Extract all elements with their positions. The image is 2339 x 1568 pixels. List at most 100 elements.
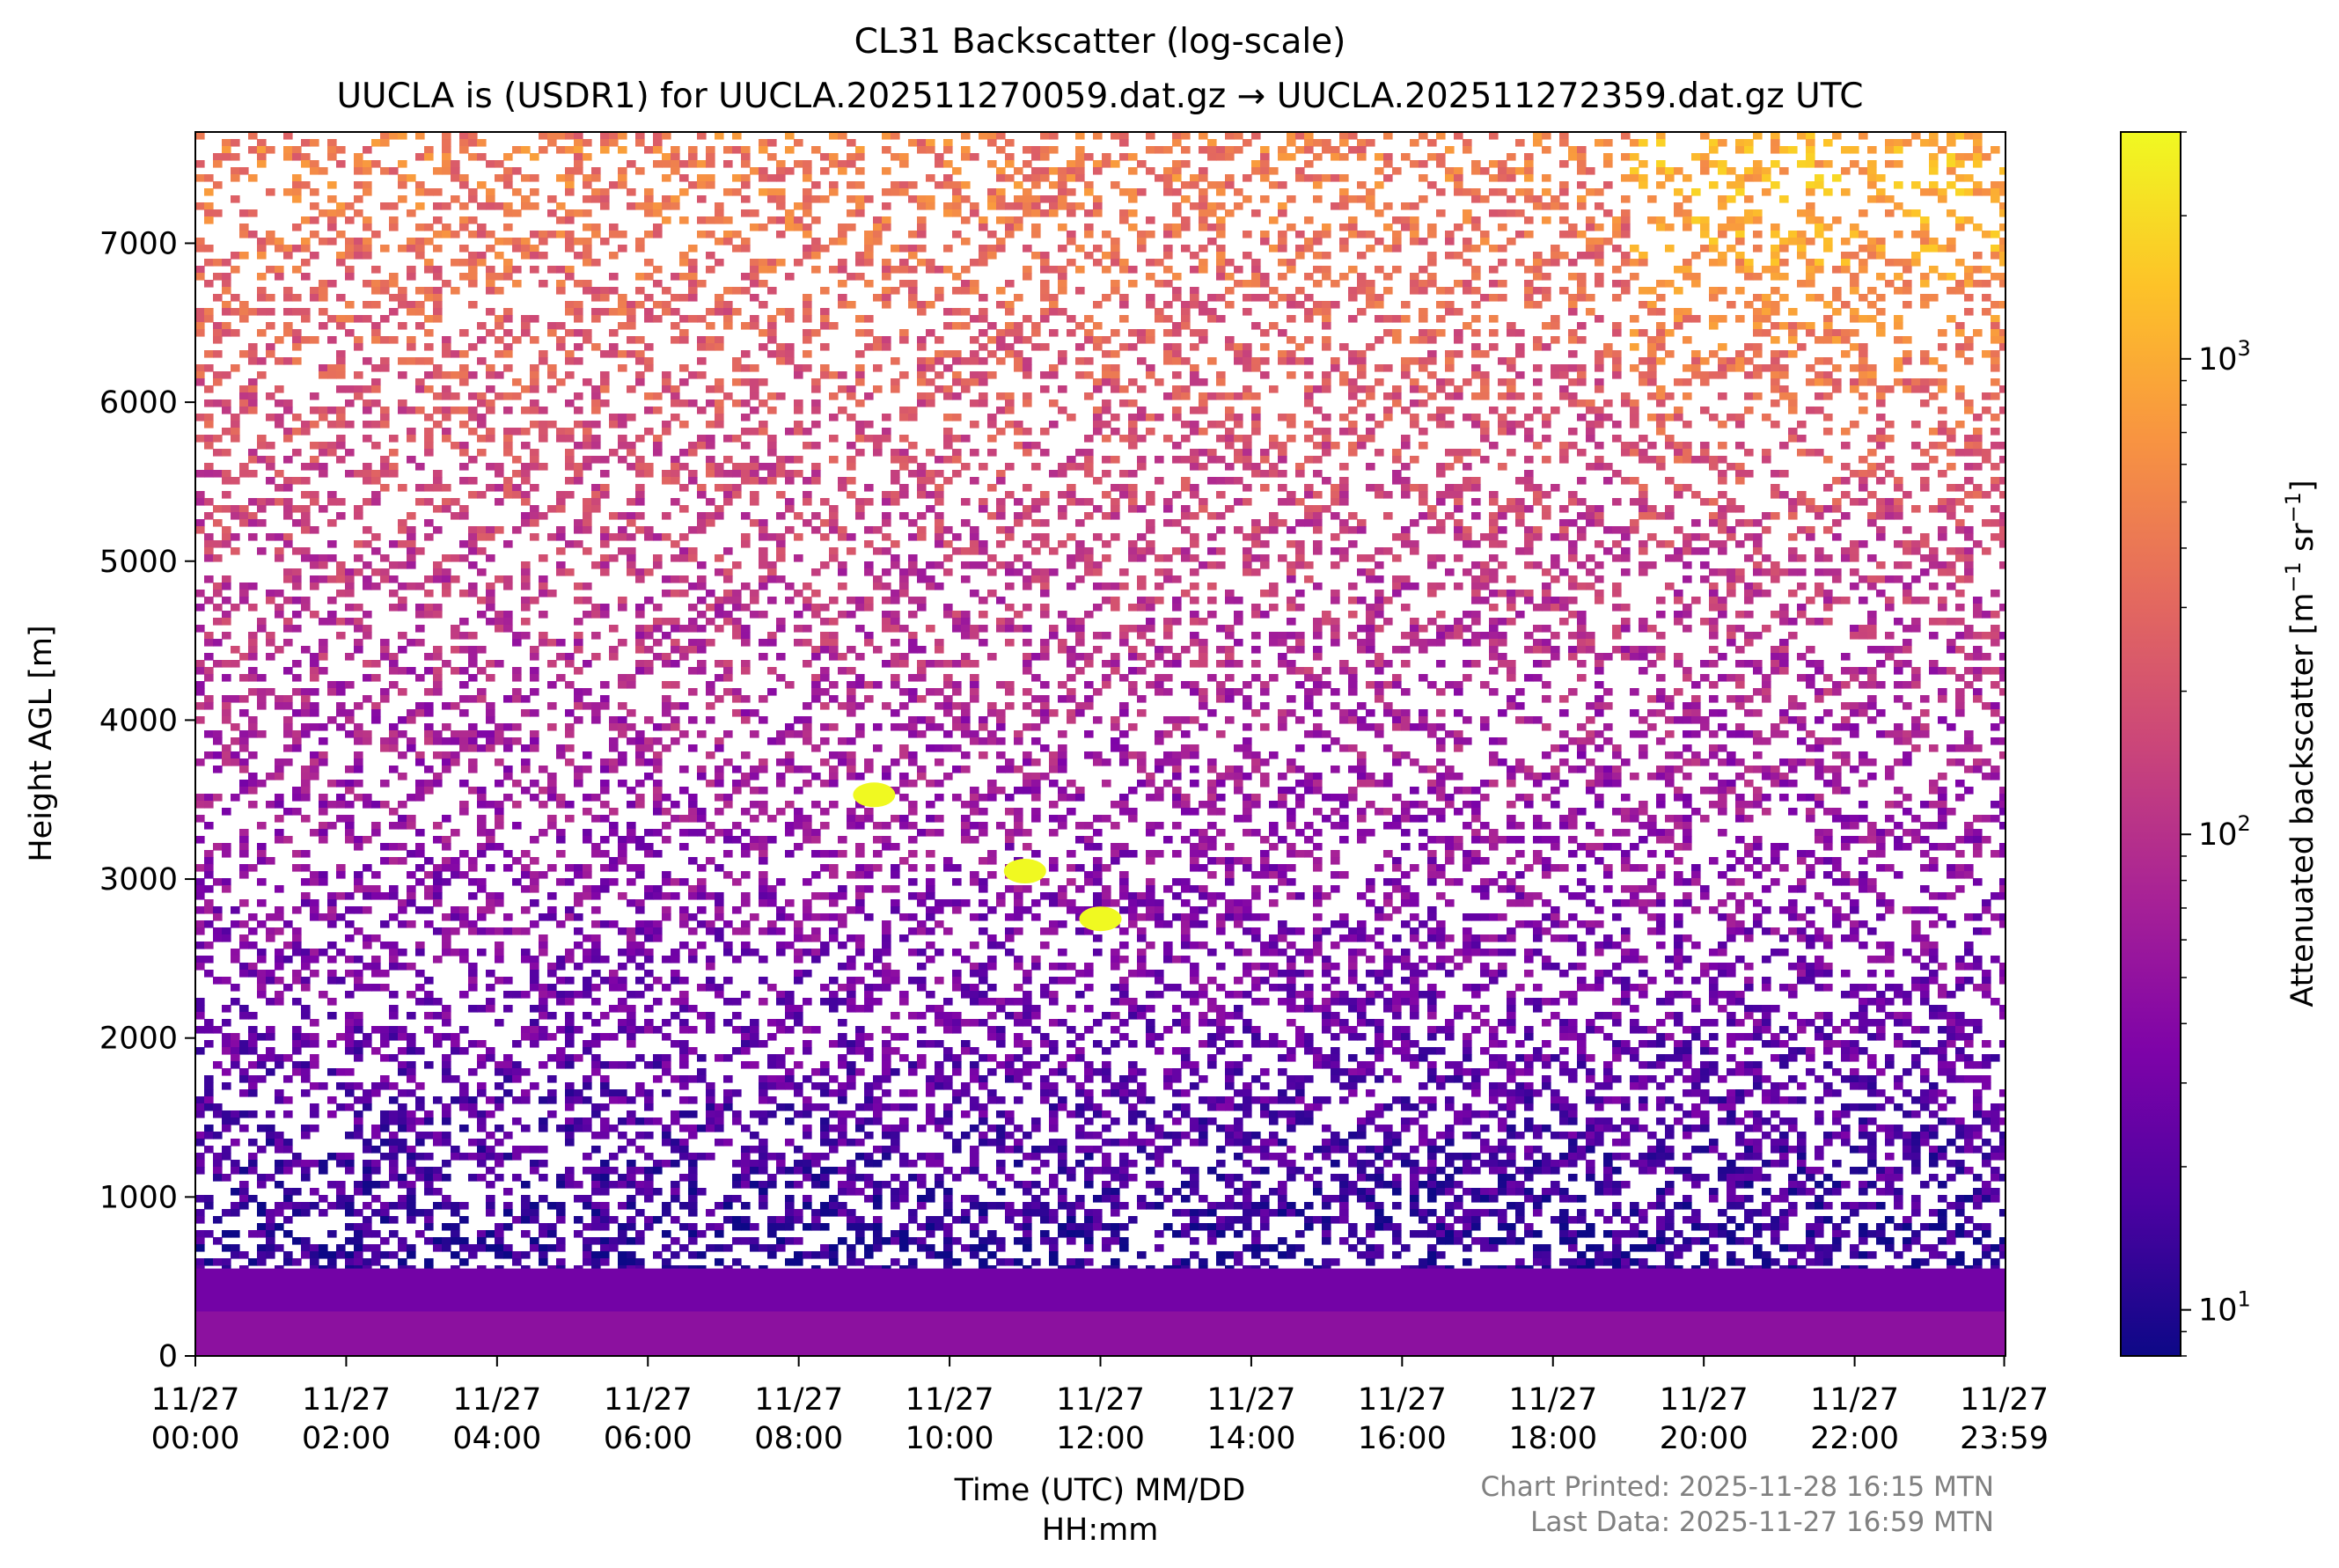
noise-cell — [547, 329, 557, 337]
noise-cell — [1964, 399, 1974, 407]
noise-cell — [935, 484, 944, 492]
noise-cell — [671, 575, 680, 583]
noise-cell — [767, 216, 777, 224]
noise-cell — [688, 160, 698, 168]
noise-cell — [1445, 357, 1455, 365]
noise-cell — [1251, 392, 1261, 400]
noise-cell — [1639, 259, 1648, 267]
noise-cell — [1577, 364, 1587, 372]
noise-cell — [1445, 491, 1455, 499]
noise-cell — [556, 526, 566, 534]
noise-cell — [1515, 477, 1525, 485]
noise-cell — [1797, 322, 1807, 330]
noise-cell — [1603, 181, 1613, 189]
noise-cell — [635, 575, 645, 583]
noise-cell — [908, 245, 918, 253]
noise-cell — [1251, 463, 1261, 471]
noise-cell — [1278, 231, 1287, 238]
noise-cell — [715, 301, 724, 309]
noise-cell — [1999, 202, 2005, 210]
noise-cell — [1665, 477, 1675, 485]
noise-cell — [1577, 280, 1587, 288]
noise-cell — [732, 146, 742, 154]
noise-cell — [908, 414, 918, 421]
noise-cell — [503, 223, 513, 231]
noise-cell — [565, 371, 575, 379]
noise-cell — [1295, 547, 1305, 555]
noise-cell — [891, 554, 900, 562]
noise-cell — [204, 547, 214, 555]
noise-cell — [1172, 547, 1182, 555]
noise-cell — [1999, 519, 2005, 527]
noise-cell — [248, 146, 258, 154]
noise-cell — [1515, 519, 1525, 527]
noise-cell — [1419, 287, 1428, 295]
noise-cell — [1700, 533, 1710, 541]
noise-cell — [1480, 421, 1490, 429]
noise-cell — [1894, 477, 1903, 485]
noise-cell — [1304, 273, 1314, 281]
noise-cell — [600, 294, 610, 302]
noise-cell — [1489, 329, 1499, 337]
noise-cell — [327, 618, 337, 626]
noise-cell — [1260, 554, 1270, 562]
noise-cell — [1524, 153, 1534, 161]
noise-cell — [1577, 252, 1587, 260]
noise-cell — [785, 146, 795, 154]
noise-cell — [1595, 259, 1604, 267]
noise-cell — [794, 533, 803, 541]
noise-cell — [1014, 519, 1023, 527]
noise-cell — [926, 491, 935, 499]
noise-cell — [1190, 329, 1199, 337]
noise-cell — [398, 407, 407, 414]
noise-cell — [1436, 378, 1446, 386]
noise-cell — [741, 350, 751, 358]
noise-cell — [1243, 139, 1252, 147]
noise-cell — [565, 540, 575, 548]
noise-cell — [759, 583, 768, 590]
noise-cell — [1199, 209, 1208, 217]
noise-cell — [1665, 280, 1675, 288]
noise-cell — [583, 505, 592, 513]
noise-cell — [583, 280, 592, 288]
noise-cell — [1832, 568, 1842, 576]
noise-cell — [1955, 322, 1965, 330]
noise-cell — [688, 266, 698, 274]
noise-cell — [1348, 231, 1358, 238]
noise-cell — [1049, 547, 1059, 555]
noise-cell — [1401, 491, 1411, 499]
noise-cell — [1991, 357, 2000, 365]
noise-cell — [1023, 449, 1032, 457]
noise-cell — [503, 484, 513, 492]
noise-cell — [970, 259, 979, 267]
noise-cell — [1199, 301, 1208, 309]
noise-cell — [468, 540, 478, 548]
noise-cell — [1991, 590, 2000, 597]
noise-cell — [671, 456, 680, 464]
noise-cell — [759, 266, 768, 274]
noise-cell — [679, 294, 689, 302]
noise-cell — [1867, 491, 1877, 499]
noise-cell — [1639, 561, 1648, 569]
noise-cell — [468, 188, 478, 196]
noise-cell — [266, 308, 275, 316]
noise-cell — [565, 357, 575, 365]
noise-cell — [1137, 231, 1147, 238]
noise-cell — [1647, 442, 1657, 450]
noise-cell — [1375, 294, 1384, 302]
noise-cell — [433, 526, 443, 534]
noise-cell — [1991, 477, 2000, 485]
noise-cell — [767, 266, 777, 274]
noise-cell — [1023, 512, 1032, 520]
noise-cell — [1815, 505, 1824, 513]
noise-cell — [706, 618, 715, 626]
noise-cell — [618, 364, 627, 372]
noise-cell — [706, 146, 715, 154]
noise-cell — [1507, 329, 1516, 337]
noise-cell — [1471, 583, 1481, 590]
noise-cell — [618, 512, 627, 520]
noise-cell — [732, 378, 742, 386]
noise-cell — [1119, 301, 1129, 309]
noise-cell — [398, 484, 407, 492]
noise-cell — [618, 526, 627, 534]
